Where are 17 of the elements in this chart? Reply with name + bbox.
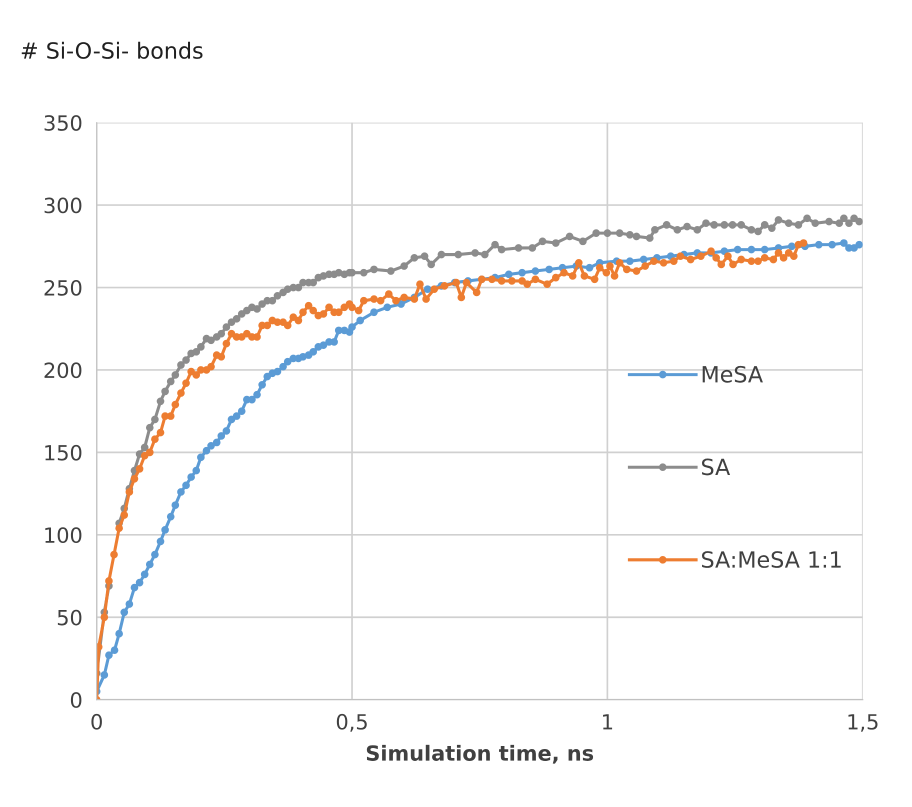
chart-title: # Si-O-Si- bonds	[22, 42, 203, 59]
y-tick-label: 100	[45, 527, 82, 544]
y-tick-label: 200	[44, 362, 82, 378]
x-tick-label: 0,5	[336, 714, 367, 732]
y-tick-label: 150	[45, 444, 82, 461]
legend-label: MeSA	[702, 366, 763, 383]
y-tick-label: 350	[44, 115, 82, 131]
x-tick-label: 1	[603, 714, 612, 730]
y-tick-label: 0	[70, 692, 82, 708]
y-tick-label: 300	[44, 198, 82, 214]
x-tick-label: 1,5	[848, 714, 878, 732]
legend-label: SA	[702, 458, 730, 476]
y-tick-label: 250	[44, 280, 82, 296]
x-axis-title: Simulation time, ns	[366, 744, 594, 764]
y-tick-label: 50	[58, 610, 82, 626]
x-tick-label: 0	[91, 714, 102, 730]
legend-label: SA:MeSA 1:1	[702, 551, 841, 568]
